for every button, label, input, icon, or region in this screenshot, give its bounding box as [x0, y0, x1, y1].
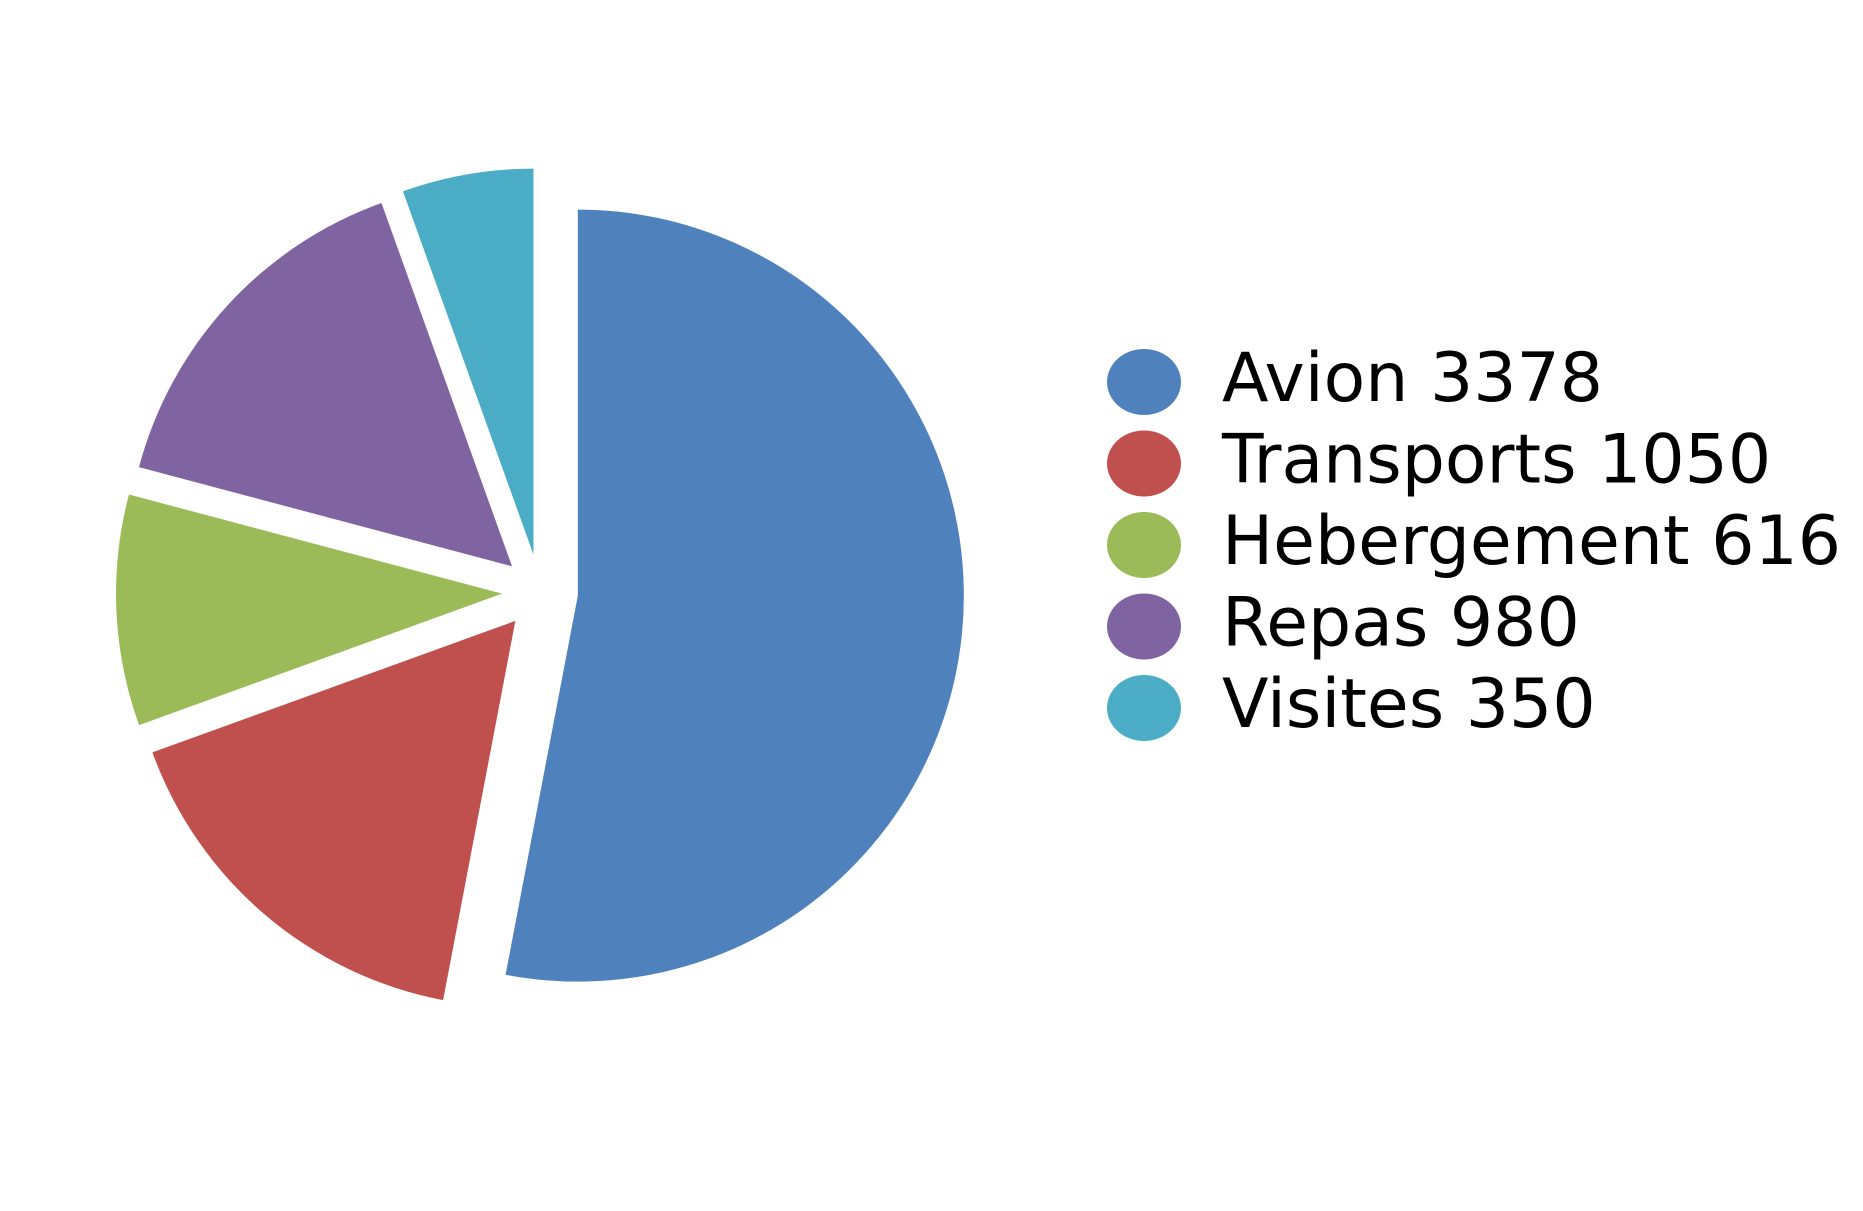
- legend-name: Avion: [1222, 339, 1408, 418]
- pie-slice: [505, 209, 964, 982]
- legend-label: Avion 3378: [1222, 339, 1603, 418]
- legend-label: Repas 980: [1222, 583, 1580, 662]
- legend-marker: [1107, 675, 1181, 741]
- legend-value: 980: [1450, 583, 1580, 662]
- pie-slice: [402, 168, 534, 555]
- legend-marker: [1107, 430, 1181, 497]
- legend-marker: [1107, 512, 1181, 578]
- legend-value: 3378: [1430, 339, 1603, 418]
- legend-value: 616: [1711, 502, 1841, 581]
- legend-label: Visites 350: [1222, 665, 1596, 744]
- legend-name: Transports: [1221, 420, 1577, 499]
- pie-slice: [152, 620, 516, 1001]
- legend-label: Hebergement 616: [1222, 502, 1841, 581]
- legend-name: Visites: [1222, 665, 1444, 744]
- legend-name: Repas: [1222, 583, 1428, 662]
- pie-slice: [116, 494, 503, 726]
- legend-value: 1050: [1598, 420, 1771, 499]
- legend-label: Transports 1050: [1221, 420, 1771, 499]
- pie-slice: [138, 203, 513, 567]
- legend-marker: [1107, 593, 1181, 660]
- legend-name: Hebergement: [1222, 502, 1690, 581]
- legend-marker: [1107, 349, 1181, 415]
- legend-value: 350: [1466, 665, 1596, 744]
